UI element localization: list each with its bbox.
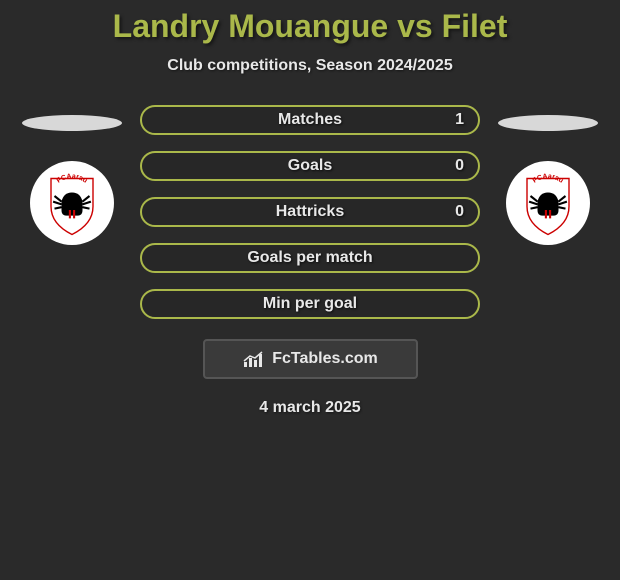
stat-label: Hattricks — [276, 203, 344, 221]
stat-row-min-per-goal: Min per goal — [140, 289, 480, 319]
stat-label: Goals — [288, 157, 332, 175]
watermark: FcTables.com — [203, 339, 418, 379]
main-area: FCAarau Matches 1 Goals 0 — [0, 105, 620, 319]
left-player-column: FCAarau — [22, 105, 122, 245]
player-placeholder-left — [22, 115, 122, 131]
club-crest-icon: FCAarau — [37, 168, 107, 238]
stat-label: Matches — [278, 111, 342, 129]
club-crest-icon: FCAarau — [513, 168, 583, 238]
club-badge-left: FCAarau — [30, 161, 114, 245]
club-badge-right: FCAarau — [506, 161, 590, 245]
watermark-text: FcTables.com — [272, 350, 378, 368]
stat-row-goals-per-match: Goals per match — [140, 243, 480, 273]
subtitle: Club competitions, Season 2024/2025 — [167, 57, 452, 75]
stat-row-goals: Goals 0 — [140, 151, 480, 181]
stats-column: Matches 1 Goals 0 Hattricks 0 Goals per … — [140, 105, 480, 319]
stat-right-value: 0 — [455, 203, 464, 221]
page-title: Landry Mouangue vs Filet — [113, 8, 508, 45]
stat-row-hattricks: Hattricks 0 — [140, 197, 480, 227]
chart-icon — [242, 350, 266, 368]
stat-right-value: 0 — [455, 157, 464, 175]
right-player-column: FCAarau — [498, 105, 598, 245]
stat-row-matches: Matches 1 — [140, 105, 480, 135]
stat-right-value: 1 — [455, 111, 464, 129]
date: 4 march 2025 — [259, 399, 360, 417]
stat-label: Min per goal — [263, 295, 357, 313]
player-placeholder-right — [498, 115, 598, 131]
comparison-infographic: Landry Mouangue vs Filet Club competitio… — [0, 0, 620, 580]
stat-label: Goals per match — [247, 249, 372, 267]
